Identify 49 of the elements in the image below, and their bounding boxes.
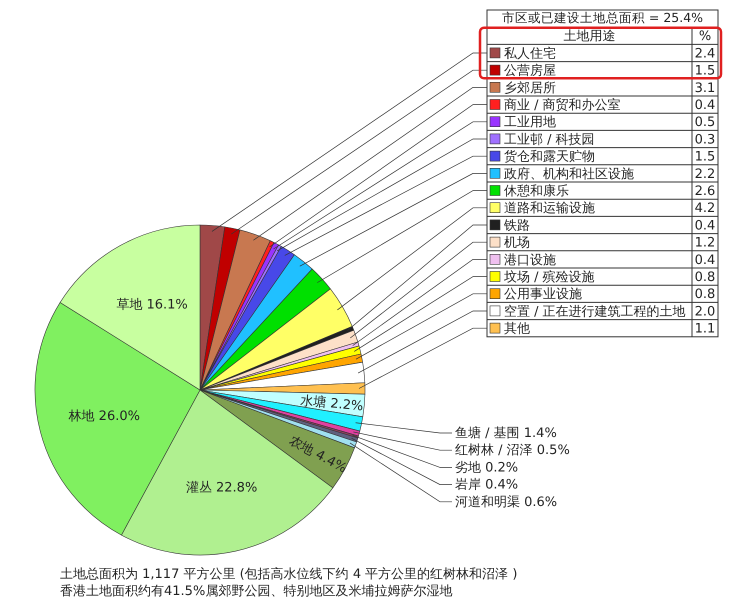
legend-label: 工业邨 / 科技园 <box>504 132 595 148</box>
data-label: 2.6 <box>694 184 716 199</box>
text: 香港土地面积约有41.5%属郊野公园、特别地区及米埔拉姆萨尔湿地 <box>60 584 452 599</box>
legend-label: 道路和运输设施 <box>504 201 595 216</box>
legend-label: 铁路 <box>503 218 530 234</box>
legend-label: 其他 <box>504 322 530 337</box>
data-label: 3.1 <box>694 80 716 96</box>
slice-label: 鱼塘 / 基围 1.4% <box>455 426 557 441</box>
legend-label: 机场 <box>504 236 530 251</box>
data-label: 2.2 <box>694 166 716 182</box>
legend-label: 休憩和康乐 <box>504 184 569 199</box>
slice-label: 灌丛 22.8% <box>186 480 258 496</box>
legend-label: 工业用地 <box>504 115 556 130</box>
slice-label: 劣地 0.2% <box>455 460 518 476</box>
text: 土地用途 <box>564 29 616 44</box>
legend-label: 公营房屋 <box>504 62 556 79</box>
data-label: 1.5 <box>694 150 716 165</box>
legend-label: 乡郊居所 <box>504 80 556 96</box>
slice-label: 林地 26.0% <box>68 409 140 424</box>
legend-label: 私人住宅 <box>504 45 556 62</box>
data-label: 4.2 <box>694 201 716 216</box>
legend-label: 港口设施 <box>504 252 556 268</box>
text: 土地总面积为 1,117 平方公里 (包括高水位线下约 4 平方公里的红树林和沼泽 ) <box>60 566 518 582</box>
data-label: 0.5 <box>694 115 716 130</box>
data-label: 0.3 <box>694 132 716 148</box>
data-label: 0.4 <box>694 218 716 234</box>
legend-label: 政府、机构和社区设施 <box>504 166 634 182</box>
data-label: 1.1 <box>694 322 716 337</box>
data-label: 0.4 <box>694 98 716 113</box>
legend-label: 商业 / 商贸和办公室 <box>504 97 621 113</box>
legend-label: 坟场 / 殡殓设施 <box>503 270 595 285</box>
data-label: 2.0 <box>694 304 716 320</box>
slice-label: 红树林 / 沼泽 0.5% <box>455 443 570 458</box>
slice-label: 草地 16.1% <box>116 297 188 312</box>
slice-label: 农地 4.4% <box>286 433 350 476</box>
slice-label: 岩岸 0.4% <box>455 478 518 493</box>
data-label: 1.2 <box>694 236 716 251</box>
data-label: 0.8 <box>694 270 716 285</box>
legend-label: 公用事业设施 <box>504 287 582 302</box>
slice-label: 河道和明渠 0.6% <box>455 494 558 510</box>
data-label: 0.8 <box>694 287 716 302</box>
legend-title: 市区或已建设土地总面积 = 25.4% <box>502 10 704 25</box>
legend-label: 空置 / 正在进行建筑工程的土地 <box>504 304 686 320</box>
slice-label: 水塘 2.2% <box>300 394 364 414</box>
text: % <box>698 29 712 44</box>
legend-label: 货仓和露天贮物 <box>504 150 595 165</box>
data-label: 1.5 <box>694 64 716 79</box>
data-label: 2.4 <box>694 46 716 62</box>
data-label: 0.4 <box>694 252 716 268</box>
